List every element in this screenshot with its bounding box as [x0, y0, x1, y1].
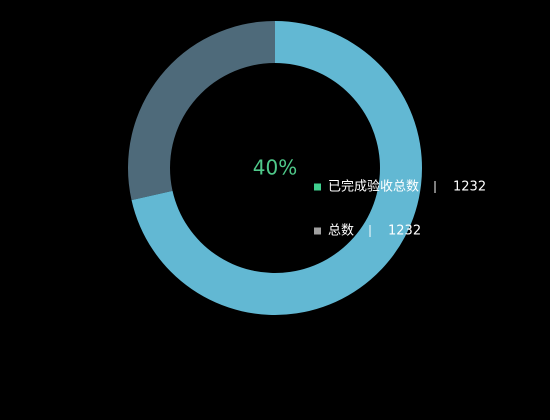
legend-value: 1232 [453, 180, 486, 195]
legend-value: 1232 [388, 224, 421, 239]
legend-swatch [314, 183, 321, 191]
legend-name: 已完成验收总数 [328, 179, 419, 195]
center-label: 40% [253, 156, 297, 180]
legend-name: 总数 [328, 224, 354, 239]
donut-segment [127, 21, 275, 201]
legend-swatch [314, 227, 321, 235]
